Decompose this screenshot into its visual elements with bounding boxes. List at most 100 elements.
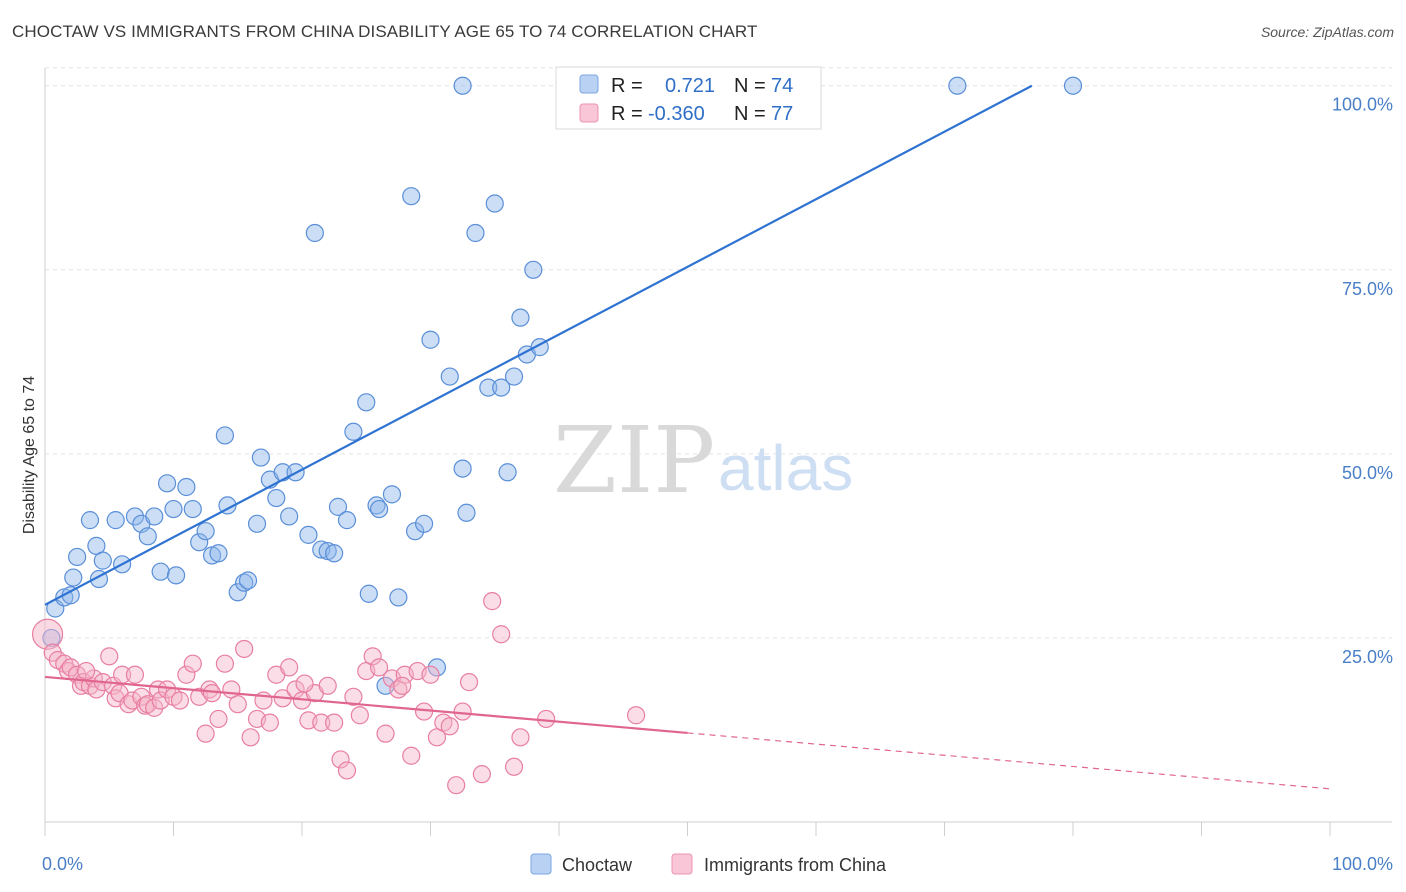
data-points (31, 76, 1083, 795)
series-legend-swatch-choctaw (530, 853, 552, 875)
china-point (370, 658, 389, 677)
legend-n-label-1: N = (734, 75, 766, 97)
china-point (312, 713, 331, 732)
choctaw-point (504, 367, 524, 386)
china-point (337, 761, 357, 780)
choctaw-point (209, 544, 228, 563)
china-point (61, 658, 80, 677)
china-point (402, 746, 421, 765)
series-legend: Choctaw Immigrants from China (530, 853, 887, 875)
choctaw-point (157, 474, 177, 493)
axes (44, 68, 1392, 836)
series-legend-swatch-china (671, 853, 693, 875)
choctaw-point (80, 511, 100, 530)
china-point (537, 709, 556, 729)
china-point (260, 713, 279, 732)
choctaw-point (328, 497, 348, 516)
choctaw-point (427, 658, 447, 677)
china-point (344, 687, 363, 706)
china-point (100, 647, 119, 666)
choctaw-point (1063, 76, 1083, 95)
choctaw-point (466, 223, 485, 243)
choctaw-point (492, 378, 511, 397)
choctaw-point (511, 308, 530, 327)
china-point (459, 673, 479, 692)
choctaw-point (414, 514, 434, 533)
choctaw-point (337, 511, 357, 530)
choctaw-point (389, 588, 408, 607)
chart-title: CHOCTAW VS IMMIGRANTS FROM CHINA DISABIL… (12, 22, 758, 41)
china-point (492, 625, 511, 644)
china-point (241, 728, 260, 747)
china-point (626, 706, 646, 725)
china-point (440, 717, 459, 736)
china-point (421, 665, 440, 684)
correlation-legend: R = 0.721 N = 74 R = -0.360 N = 77 (555, 66, 822, 130)
china-point (215, 654, 234, 673)
china-trend-extension (687, 732, 1331, 790)
choctaw-point (138, 527, 157, 546)
choctaw-point (498, 463, 517, 482)
china-trend-line (44, 675, 688, 735)
series-legend-label-choctaw: Choctaw (562, 855, 633, 875)
choctaw-point (305, 223, 324, 243)
choctaw-point (421, 330, 440, 349)
y-tick-label-100: 100.0% (1332, 95, 1393, 115)
choctaw-point (125, 507, 145, 526)
china-point (363, 647, 382, 666)
china-point (145, 698, 164, 717)
y-tick-label-50: 50.0% (1342, 463, 1393, 483)
choctaw-point (106, 511, 125, 530)
china-point (170, 691, 190, 710)
china-point (393, 676, 412, 695)
x-tick-label-max: 100.0% (1332, 854, 1393, 874)
grid-lines (45, 67, 1392, 639)
choctaw-point (238, 571, 258, 590)
choctaw-point (370, 499, 389, 519)
y-tick-label-25: 25.0% (1342, 647, 1393, 667)
choctaw-point (524, 260, 543, 279)
legend-n-value-2: 77 (771, 103, 793, 125)
china-point (183, 654, 202, 673)
china-point (453, 702, 472, 721)
x-tick-label-min: 0.0% (42, 854, 83, 874)
china-point (202, 684, 222, 703)
china-point (318, 676, 337, 695)
choctaw-trend-line (44, 84, 1033, 606)
legend-r-value-2: -0.360 (648, 103, 705, 125)
china-point (280, 658, 299, 677)
choctaw-point (151, 562, 170, 581)
china-point (472, 765, 491, 784)
legend-r-label-2: R = (611, 103, 643, 125)
choctaw-point (68, 547, 87, 567)
china-point (376, 724, 395, 743)
china-point (295, 674, 314, 693)
y-tick-labels: 25.0% 50.0% 75.0% 100.0% (1332, 95, 1393, 667)
choctaw-point (357, 393, 376, 412)
y-tick-label-75: 75.0% (1342, 279, 1393, 299)
choctaw-point (479, 378, 498, 397)
choctaw-point (402, 187, 421, 206)
china-point (483, 592, 502, 611)
china-point (31, 618, 64, 650)
watermark-zip: ZIP (553, 407, 715, 514)
china-point (350, 706, 369, 725)
china-point (209, 709, 228, 729)
watermark-atlas: atlas (718, 432, 853, 504)
choctaw-point (280, 507, 299, 526)
china-point (157, 680, 177, 699)
china-point (132, 687, 151, 706)
choctaw-point (247, 514, 267, 533)
y-axis-label: Disability Age 65 to 74 (21, 376, 38, 534)
legend-r-label-1: R = (611, 75, 643, 97)
china-point (235, 639, 254, 659)
choctaw-point (457, 503, 476, 522)
china-point (331, 750, 350, 769)
choctaw-point (453, 459, 472, 478)
choctaw-point (325, 544, 344, 563)
china-point (228, 695, 247, 714)
legend-swatch-choctaw (579, 74, 599, 94)
choctaw-point (64, 568, 83, 587)
choctaw-point (190, 533, 209, 552)
